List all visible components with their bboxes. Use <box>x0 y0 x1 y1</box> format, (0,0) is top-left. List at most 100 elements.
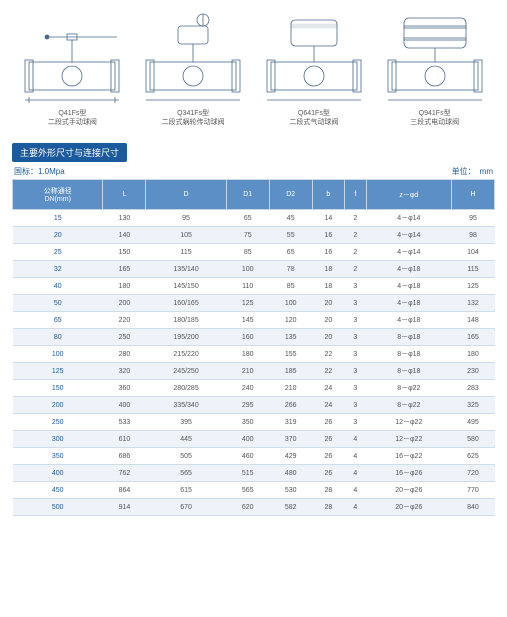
table-cell: 115 <box>451 261 494 278</box>
table-cell: 26 <box>312 448 344 465</box>
table-cell: 400 <box>103 397 146 414</box>
table-cell: 50 <box>13 295 103 312</box>
table-cell: 360 <box>103 380 146 397</box>
table-cell: 26 <box>312 414 344 431</box>
table-cell: 24 <box>312 397 344 414</box>
table-cell: 2 <box>345 227 367 244</box>
table-cell: 8－φ22 <box>366 397 451 414</box>
table-cell: 145/150 <box>146 278 226 295</box>
table-cell: 115 <box>146 244 226 261</box>
standard-label: 国标：1.0Mpa <box>14 166 65 177</box>
table-cell: 280 <box>103 346 146 363</box>
table-cell: 18 <box>312 278 344 295</box>
table-cell: 515 <box>226 465 269 482</box>
table-cell: 250 <box>13 414 103 431</box>
table-cell: 533 <box>103 414 146 431</box>
table-cell: 180 <box>451 346 494 363</box>
table-header: L <box>103 180 146 210</box>
table-cell: 319 <box>269 414 312 431</box>
diagram-code: Q941Fs型 <box>419 110 451 117</box>
table-cell: 4－φ14 <box>366 210 451 227</box>
table-cell: 3 <box>345 397 367 414</box>
table-cell: 250 <box>103 329 146 346</box>
table-header: f <box>345 180 367 210</box>
table-cell: 580 <box>451 431 494 448</box>
table-cell: 266 <box>269 397 312 414</box>
table-cell: 140 <box>103 227 146 244</box>
table-cell: 565 <box>226 482 269 499</box>
table-cell: 720 <box>451 465 494 482</box>
diagram-3: Q641Fs型二段式气动球阀 <box>254 12 375 127</box>
table-cell: 4－φ14 <box>366 227 451 244</box>
table-cell: 85 <box>226 244 269 261</box>
table-cell: 20 <box>312 295 344 312</box>
table-cell: 8－φ22 <box>366 380 451 397</box>
table-cell: 155 <box>269 346 312 363</box>
table-cell: 8－φ18 <box>366 363 451 380</box>
table-cell: 24 <box>312 380 344 397</box>
table-cell: 105 <box>146 227 226 244</box>
table-cell: 180 <box>103 278 146 295</box>
table-cell: 200 <box>13 397 103 414</box>
table-cell: 4－φ18 <box>366 261 451 278</box>
table-cell: 400 <box>226 431 269 448</box>
table-row: 65220180/1851451202034－φ18148 <box>13 312 495 329</box>
valve-drawing-icon <box>138 12 248 107</box>
table-cell: 16－φ26 <box>366 465 451 482</box>
table-header: D1 <box>226 180 269 210</box>
table-cell: 3 <box>345 414 367 431</box>
table-cell: 14 <box>312 210 344 227</box>
table-cell: 320 <box>103 363 146 380</box>
table-header: D <box>146 180 226 210</box>
table-cell: 145 <box>226 312 269 329</box>
table-cell: 78 <box>269 261 312 278</box>
table-cell: 20 <box>312 329 344 346</box>
table-row: 35068650546042926416－φ22625 <box>13 448 495 465</box>
table-cell: 8－φ18 <box>366 329 451 346</box>
diagram-2: Q341Fs型二段式蜗轮传动球阀 <box>133 12 254 127</box>
table-cell: 429 <box>269 448 312 465</box>
table-cell: 200 <box>103 295 146 312</box>
table-cell: 185 <box>269 363 312 380</box>
table-header: 公称通径DN(mm) <box>13 180 103 210</box>
table-cell: 3 <box>345 278 367 295</box>
table-row: 50091467062058228420－φ26840 <box>13 499 495 516</box>
table-cell: 350 <box>13 448 103 465</box>
table-cell: 100 <box>269 295 312 312</box>
table-cell: 4－φ18 <box>366 312 451 329</box>
table-row: 40076256551548026416－φ26720 <box>13 465 495 482</box>
table-cell: 505 <box>146 448 226 465</box>
table-row: 50200160/1651251002034－φ18132 <box>13 295 495 312</box>
table-cell: 670 <box>146 499 226 516</box>
table-cell: 295 <box>226 397 269 414</box>
table-cell: 40 <box>13 278 103 295</box>
table-cell: 280/285 <box>146 380 226 397</box>
table-cell: 240 <box>226 380 269 397</box>
table-cell: 3 <box>345 329 367 346</box>
table-cell: 400 <box>13 465 103 482</box>
table-cell: 125 <box>13 363 103 380</box>
unit-label: 单位： mm <box>452 166 493 177</box>
table-cell: 210 <box>269 380 312 397</box>
table-cell: 3 <box>345 312 367 329</box>
table-cell: 210 <box>226 363 269 380</box>
table-cell: 460 <box>226 448 269 465</box>
table-cell: 125 <box>451 278 494 295</box>
table-row: 2515011585651624－φ14104 <box>13 244 495 261</box>
table-cell: 26 <box>312 465 344 482</box>
table-cell: 110 <box>226 278 269 295</box>
table-cell: 135 <box>269 329 312 346</box>
table-cell: 4－φ18 <box>366 295 451 312</box>
table-cell: 610 <box>103 431 146 448</box>
table-cell: 530 <box>269 482 312 499</box>
table-cell: 180/185 <box>146 312 226 329</box>
table-row: 80250195/2001601352038－φ18165 <box>13 329 495 346</box>
table-cell: 22 <box>312 346 344 363</box>
table-row: 100280215/2201801552238－φ18180 <box>13 346 495 363</box>
table-row: 30061044540037026412－φ22580 <box>13 431 495 448</box>
table-cell: 625 <box>451 448 494 465</box>
table-cell: 22 <box>312 363 344 380</box>
table-cell: 565 <box>146 465 226 482</box>
table-cell: 762 <box>103 465 146 482</box>
table-cell: 840 <box>451 499 494 516</box>
